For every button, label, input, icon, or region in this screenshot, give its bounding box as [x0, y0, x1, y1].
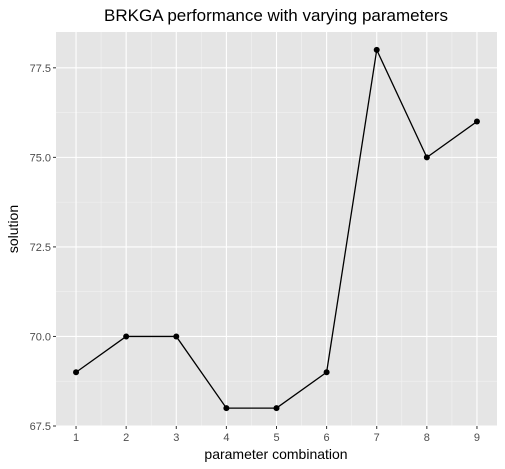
data-point	[223, 405, 230, 412]
x-tick-label: 9	[474, 432, 480, 444]
x-tick-labels: 1 2 3 4 5 6 7 8 9	[73, 432, 480, 444]
axis-ticks	[53, 67, 478, 429]
x-tick-label: 5	[273, 432, 279, 444]
data-point	[423, 154, 430, 161]
y-tick-label: 75.0	[30, 152, 51, 164]
x-axis-title: parameter combination	[204, 446, 347, 462]
data-point	[323, 369, 330, 376]
y-tick-label: 72.5	[30, 242, 51, 254]
y-tick-label: 67.5	[30, 421, 51, 433]
data-layer	[73, 46, 480, 412]
x-tick-label: 1	[73, 432, 79, 444]
y-axis-title: solution	[5, 205, 21, 253]
x-tick-label: 6	[324, 432, 330, 444]
data-point	[123, 333, 130, 340]
data-point	[173, 333, 180, 340]
data-point	[473, 118, 480, 125]
y-tick-labels: 67.5 70.0 72.5 75.0 77.5	[30, 63, 51, 433]
y-tick-label: 77.5	[30, 63, 51, 75]
data-point	[273, 405, 280, 412]
x-tick-label: 3	[173, 432, 179, 444]
data-point	[373, 46, 380, 53]
major-gridlines	[56, 32, 497, 427]
x-tick-label: 8	[424, 432, 430, 444]
x-tick-label: 4	[223, 432, 229, 444]
x-tick-label: 7	[374, 432, 380, 444]
data-point	[73, 369, 80, 376]
chart-title: BRKGA performance with varying parameter…	[104, 6, 448, 25]
x-tick-label: 2	[123, 432, 129, 444]
y-tick-label: 70.0	[30, 331, 51, 343]
